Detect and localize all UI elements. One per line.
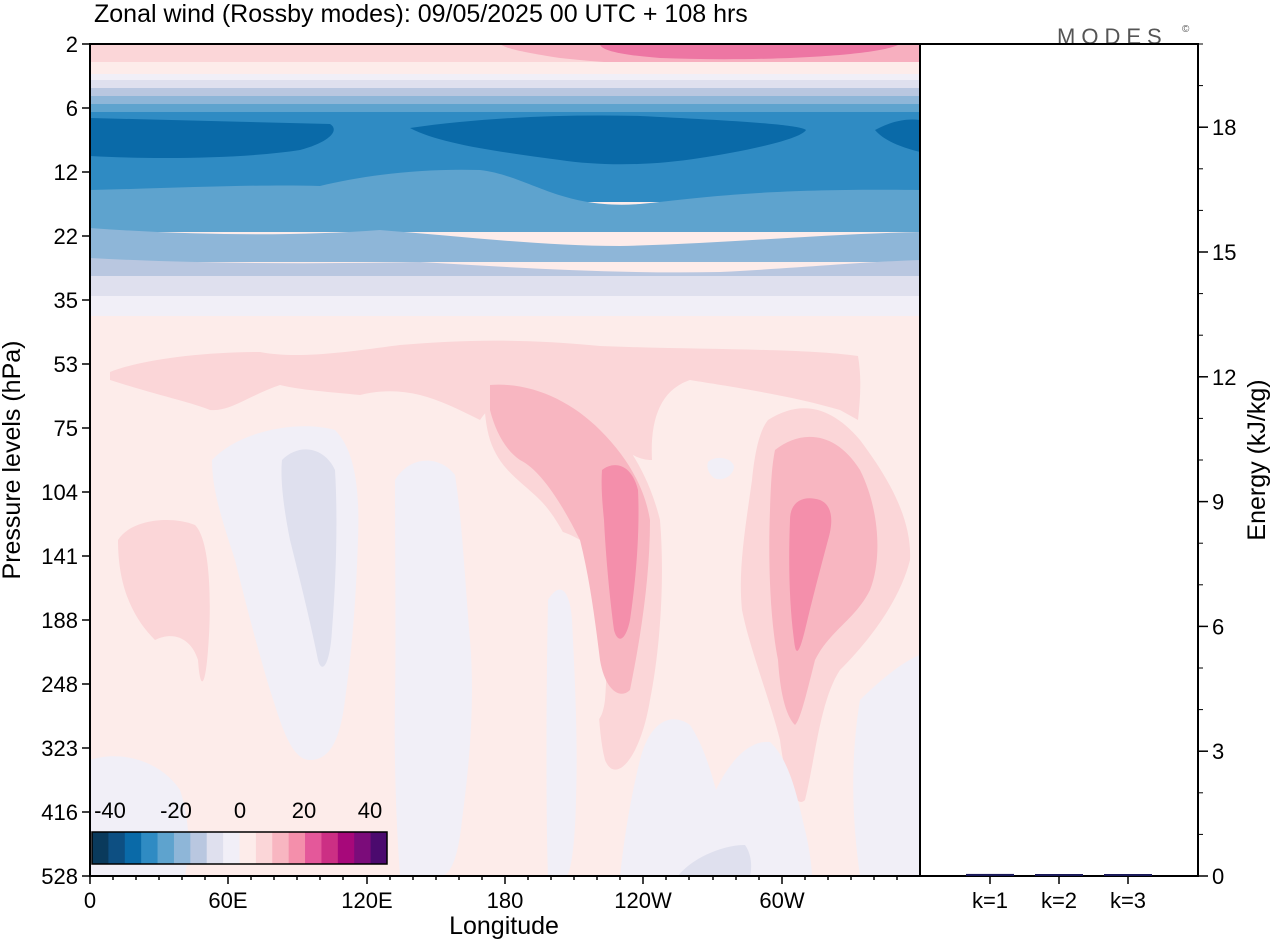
y-tick-label: 12: [54, 160, 78, 185]
logo-mark: ©: [1182, 24, 1190, 35]
colorbar-cell: [141, 832, 159, 864]
colorbar: -40 -20 0 20 40: [91, 798, 388, 865]
band-blue-lower-2: [90, 228, 920, 262]
colorbar-cell: [370, 832, 388, 864]
energy-panel: k=1 k=2 k=3 0 3 6 9 12 15 18 Energy (kJ/kg): [919, 43, 1271, 913]
band-lilac-1: [90, 80, 920, 88]
colorbar-tick-label: 40: [358, 798, 382, 823]
y-tick-label: 104: [41, 480, 78, 505]
patch-westerly-lon40: [118, 520, 210, 682]
colorbar-cell: [190, 832, 208, 864]
colorbar-cell: [239, 832, 257, 864]
energy-y-tick-label: 0: [1212, 864, 1224, 889]
energy-y-ticks: 0 3 6 9 12 15 18: [1198, 43, 1236, 889]
patch-easterly-spot: [678, 845, 752, 876]
colorbar-tick-label: 20: [292, 798, 316, 823]
colorbar-cell: [272, 832, 290, 864]
x-tick-marks: [89, 876, 898, 884]
x-tick-label: 60E: [208, 888, 247, 913]
patch-easterly-lon270: [620, 719, 812, 876]
band-lilac-lower: [90, 258, 920, 280]
colorbar-cell: [305, 832, 322, 864]
patch-jet-west-strong: [490, 384, 650, 694]
energy-bar: [1035, 874, 1083, 876]
band-blue-4-core: [90, 115, 920, 165]
x-tick-label: 60W: [759, 888, 804, 913]
colorbar-cell: [255, 832, 273, 864]
y-tick-marks: [82, 43, 90, 877]
energy-axis-label: Energy (kJ/kg): [1243, 379, 1271, 540]
energy-frame: [919, 43, 1199, 877]
energy-bars: [966, 873, 1152, 876]
x-tick-label: 120W: [614, 888, 672, 913]
y-tick-label: 188: [41, 608, 78, 633]
y-tick-label: 75: [54, 416, 78, 441]
energy-y-tick-label: 6: [1212, 614, 1224, 639]
x-tick-label: 120E: [341, 888, 392, 913]
y-tick-label: 416: [41, 800, 78, 825]
patch-jet-west-core: [601, 465, 639, 639]
patch-easterly-lon200: [546, 589, 577, 876]
colorbar-cell: [223, 832, 240, 864]
colorbar-cell: [288, 832, 306, 864]
colorbar-frame: [91, 831, 388, 865]
x-tick-label: 180: [487, 888, 524, 913]
band-blue-1: [90, 96, 920, 104]
band-white-lower: [90, 296, 920, 316]
contour-panel: [90, 44, 920, 876]
y-tick-label: 6: [66, 96, 78, 121]
colorbar-cell: [354, 832, 372, 864]
x-axis-label: Longitude: [449, 912, 559, 940]
colorbar-cell: [337, 832, 355, 864]
y-tick-label: 2: [66, 32, 78, 57]
y-tick-label: 22: [54, 224, 78, 249]
band-lilac-lower-2: [90, 276, 920, 298]
colorbar-cell: [108, 832, 126, 864]
energy-bar: [966, 873, 1014, 876]
energy-y-tick-label: 3: [1212, 739, 1224, 764]
y-tick-label: 323: [41, 736, 78, 761]
colorbar-tick-label: -20: [160, 798, 192, 823]
energy-y-tick-label: 9: [1212, 490, 1224, 515]
y-tick-label: 35: [54, 288, 78, 313]
energy-x-tick-marks: [989, 876, 1129, 884]
patch-easterly-lower-right: [853, 655, 920, 876]
colorbar-cell: [206, 832, 224, 864]
band-blue-2: [90, 104, 920, 114]
patch-easterly-lon100-core: [281, 449, 337, 667]
colorbar-cell: [92, 832, 109, 864]
colorbar-cells: [92, 832, 388, 864]
pressure-axis: 2 6 12 22 35 53 75 104 141 188 248 323 4…: [0, 32, 90, 889]
longitude-axis: 0 60E 120E 180 120W 60W Longitude: [84, 876, 898, 940]
band-blue-lower: [90, 169, 920, 232]
colorbar-tick-label: 0: [234, 798, 246, 823]
energy-x-tick-label: k=3: [1110, 888, 1146, 913]
colorbar-tick-label: -40: [94, 798, 126, 823]
colorbar-cell: [321, 832, 339, 864]
band-strat-pink: [500, 44, 920, 68]
x-tick-label: 0: [84, 888, 96, 913]
band-strat-pale: [90, 62, 920, 76]
patch-easterly-lon145: [394, 460, 473, 876]
band-strat-white: [90, 74, 920, 80]
energy-x-tick-label: k=1: [972, 888, 1008, 913]
colorbar-cell: [173, 832, 191, 864]
colorbar-cell: [124, 832, 142, 864]
chart-title: Zonal wind (Rossby modes): 09/05/2025 00…: [94, 0, 748, 28]
energy-y-tick-label: 18: [1212, 115, 1236, 140]
y-tick-label: 248: [41, 672, 78, 697]
y-axis-label: Pressure levels (hPa): [0, 341, 26, 580]
colorbar-cell: [157, 832, 175, 864]
y-tick-label: 141: [41, 544, 78, 569]
band-lilac-2: [90, 88, 920, 96]
energy-y-tick-label: 15: [1212, 240, 1236, 265]
y-tick-label: 528: [41, 864, 78, 889]
y-tick-label: 53: [54, 352, 78, 377]
energy-x-tick-label: k=2: [1041, 888, 1077, 913]
energy-y-tick-label: 12: [1212, 365, 1236, 390]
patch-jet-east-core: [789, 498, 832, 651]
patch-easterly-dot: [707, 457, 734, 480]
energy-bar: [1104, 874, 1152, 876]
